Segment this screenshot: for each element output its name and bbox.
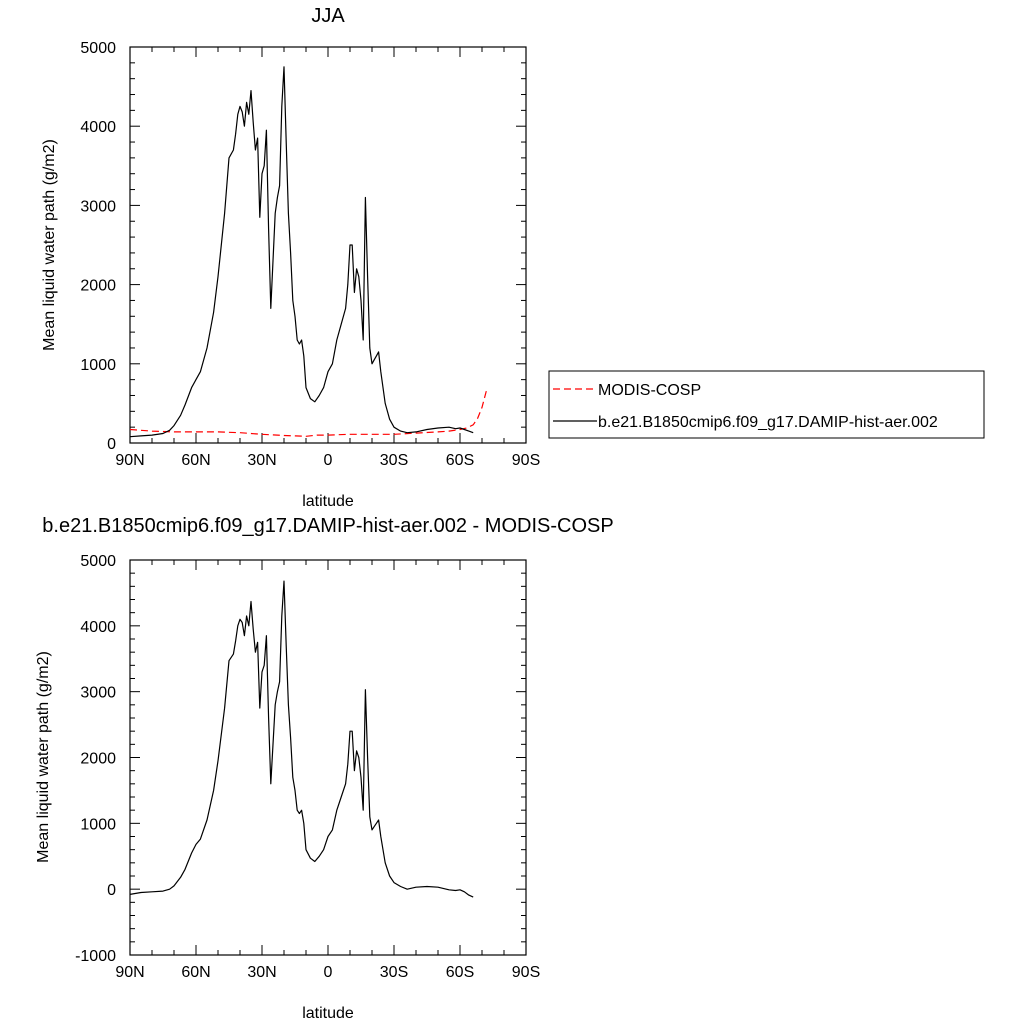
x-tick-label: 90N xyxy=(115,964,144,981)
y-tick-label: 5000 xyxy=(80,40,116,57)
plot-area xyxy=(129,66,487,438)
axes: 90N 60N 30N 0 30S 60S 90S -1000 0 1000 2000 3000 400… xyxy=(75,553,540,981)
x-tick-label: 90N xyxy=(115,452,144,469)
plot-frame xyxy=(129,46,527,444)
axes: 90N 60N 30N 0 30S 60S 90S 0 1000 2000 3000 4000 5000 xyxy=(80,40,540,469)
y-tick-label: 1000 xyxy=(80,357,116,374)
x-tick-label: 30S xyxy=(380,964,408,981)
y-tick-label: 3000 xyxy=(80,198,116,215)
x-axis-title: latitude xyxy=(302,1005,354,1022)
y-tick-label: 2000 xyxy=(80,751,116,768)
chart-panel-jja: JJA Mean liquid water path (g/m2) latitu… xyxy=(41,5,985,510)
chart-title: JJA xyxy=(311,5,345,27)
x-tick-label: 30N xyxy=(247,964,276,981)
chart-panel-difference: b.e21.B1850cmip6.f09_g17.DAMIP-hist-aer.… xyxy=(35,515,614,1022)
x-tick-label: 90S xyxy=(512,452,540,469)
plot-frame xyxy=(129,559,527,956)
legend-box xyxy=(548,370,985,439)
x-tick-label: 30N xyxy=(247,452,276,469)
y-tick-label: 3000 xyxy=(80,685,116,702)
y-tick-label: -1000 xyxy=(75,948,116,965)
x-tick-label: 30S xyxy=(380,452,408,469)
y-tick-label: 5000 xyxy=(80,553,116,570)
x-tick-label: 0 xyxy=(324,452,333,469)
series-line-model xyxy=(129,66,474,438)
y-tick-label: 4000 xyxy=(80,619,116,636)
x-tick-label: 60S xyxy=(446,964,474,981)
legend-label-modis: MODIS-COSP xyxy=(598,382,701,399)
x-tick-label: 60N xyxy=(181,964,210,981)
y-axis-title: Mean liquid water path (g/m2) xyxy=(41,139,58,351)
x-tick-label: 90S xyxy=(512,964,540,981)
series-line-modis-cosp xyxy=(129,390,487,437)
y-axis-title: Mean liquid water path (g/m2) xyxy=(35,651,52,863)
x-tick-label: 0 xyxy=(324,964,333,981)
x-tick-label: 60N xyxy=(181,452,210,469)
x-tick-label: 60S xyxy=(446,452,474,469)
y-tick-label: 4000 xyxy=(80,119,116,136)
series-line-difference xyxy=(129,580,474,898)
x-axis-title: latitude xyxy=(302,493,354,510)
legend-label-model: b.e21.B1850cmip6.f09_g17.DAMIP-hist-aer.… xyxy=(598,414,938,431)
legend: MODIS-COSP b.e21.B1850cmip6.f09_g17.DAMI… xyxy=(548,370,985,439)
chart-title: b.e21.B1850cmip6.f09_g17.DAMIP-hist-aer.… xyxy=(42,515,613,537)
y-tick-label: 1000 xyxy=(80,816,116,833)
plot-area xyxy=(129,580,474,898)
y-tick-label: 2000 xyxy=(80,278,116,295)
y-tick-label: 0 xyxy=(107,436,116,453)
y-tick-label: 0 xyxy=(107,882,116,899)
